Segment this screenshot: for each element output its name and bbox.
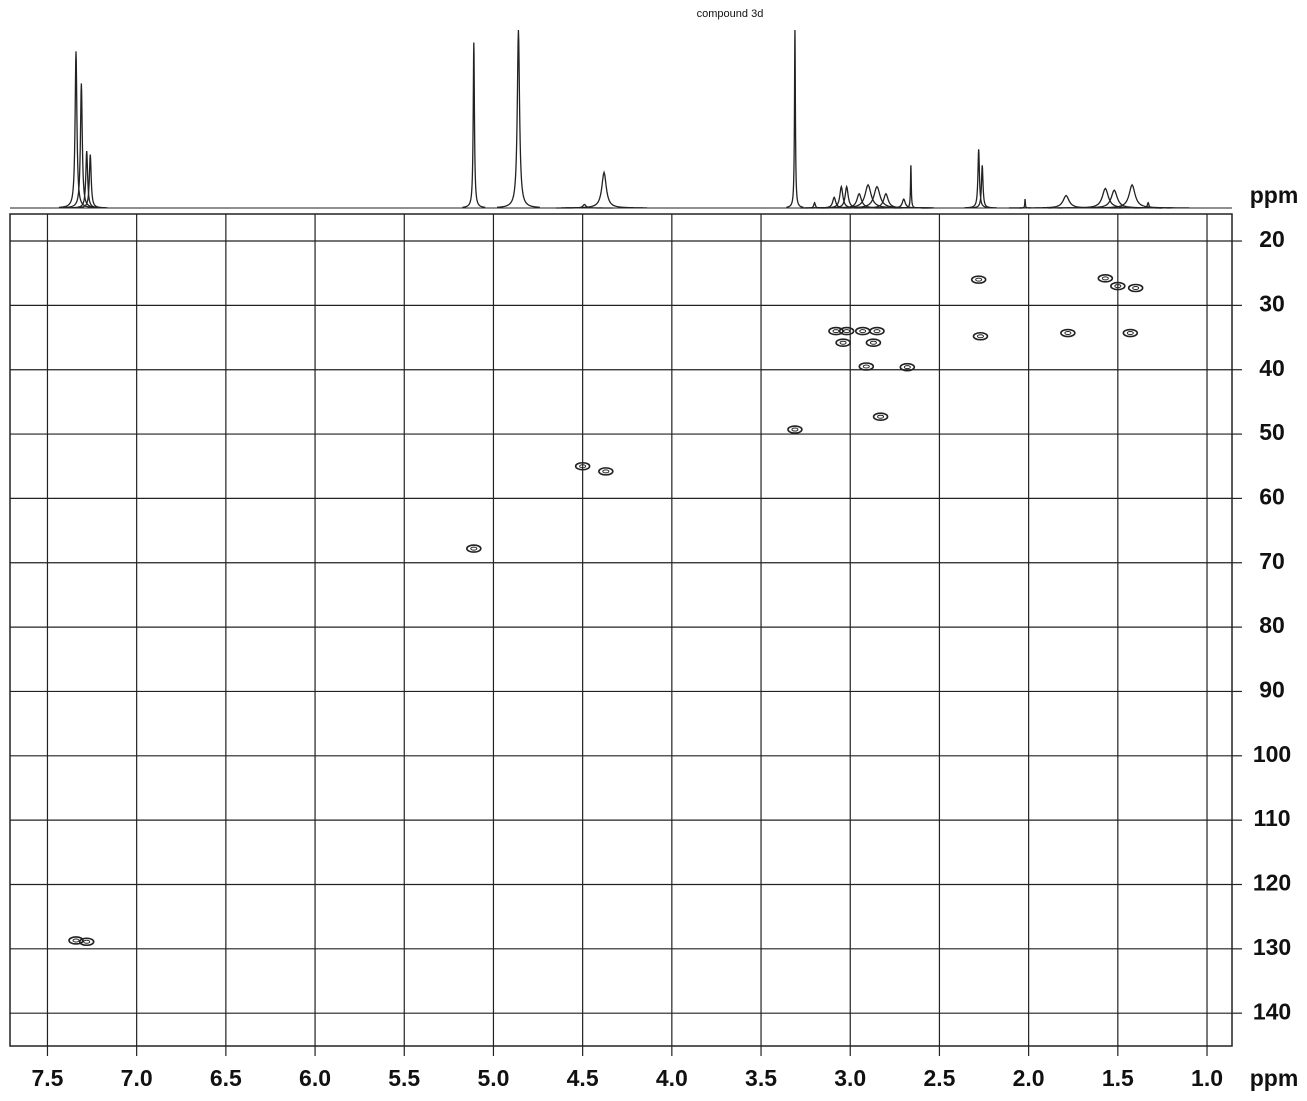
cross-peak-core: [1114, 284, 1122, 289]
cross-peak: [574, 461, 591, 471]
y-tick-label: 70: [1259, 548, 1285, 574]
cross-peak: [1127, 283, 1144, 293]
cross-peak-core: [1132, 285, 1140, 290]
cross-peak: [1110, 281, 1126, 291]
projection-peak: [1019, 198, 1031, 209]
x-tick-label: 3.0: [834, 1065, 866, 1091]
cross-peak: [828, 326, 844, 336]
cross-peak-core: [903, 365, 911, 370]
y-tick-label: 80: [1259, 612, 1285, 638]
cross-peak-core: [83, 939, 91, 944]
x-tick-label: 1.0: [1191, 1065, 1223, 1091]
cross-peak: [872, 412, 889, 421]
y-tick-label: 120: [1253, 870, 1291, 896]
cross-peak-core: [843, 329, 851, 334]
cross-peak: [787, 425, 803, 434]
x-tick-label: 2.5: [923, 1065, 955, 1091]
y-tick-label: 140: [1253, 998, 1291, 1024]
x-tick-label: 2.0: [1013, 1065, 1045, 1091]
x-axis-label: ppm: [1250, 1065, 1299, 1091]
x-tick-label: 7.0: [121, 1065, 153, 1091]
cross-peak: [838, 326, 855, 336]
cross-peak: [1060, 328, 1076, 338]
cross-peak: [972, 331, 989, 341]
cross-peak-core: [975, 277, 983, 282]
cross-peak-core: [869, 340, 877, 345]
y-tick-label: 90: [1259, 677, 1285, 703]
y-tick-label: 60: [1259, 483, 1285, 509]
projection-peak: [561, 170, 647, 209]
cross-peak-core: [602, 469, 610, 474]
cross-peak-core: [791, 427, 799, 432]
cross-peak: [854, 326, 871, 336]
cross-peak-core: [877, 414, 885, 419]
cross-peak-core: [862, 364, 870, 369]
projection-peak: [462, 42, 486, 209]
y-tick-label: 100: [1253, 741, 1291, 767]
cross-peak-core: [873, 329, 881, 334]
cross-peak: [858, 362, 875, 371]
cross-peak: [68, 936, 84, 945]
cross-peak-core: [839, 340, 847, 345]
cross-peak-core: [470, 546, 478, 551]
plot-frame: [9, 213, 1233, 1047]
x-tick-label: 7.5: [31, 1065, 63, 1091]
projection-peak: [1133, 201, 1163, 209]
cross-peak-core: [579, 464, 587, 469]
y-axis-label: ppm: [1250, 182, 1299, 208]
cross-peak: [78, 937, 95, 947]
y-tick-label: 50: [1259, 419, 1285, 445]
projection-peak: [786, 30, 804, 208]
projection-peak: [903, 165, 919, 209]
x-tick-label: 3.5: [745, 1065, 777, 1091]
projection-peak: [875, 198, 933, 209]
projection-peak: [967, 165, 997, 209]
cross-peak: [865, 338, 882, 347]
x-tick-label: 1.5: [1102, 1065, 1134, 1091]
cross-peak-core: [1101, 276, 1109, 281]
cross-peak: [869, 326, 885, 336]
cross-peak: [970, 275, 987, 284]
cross-peak-core: [859, 329, 867, 334]
x-tick-label: 4.0: [656, 1065, 688, 1091]
y-tick-label: 20: [1259, 226, 1285, 252]
y-tick-label: 40: [1259, 355, 1285, 381]
y-tick-label: 110: [1253, 805, 1290, 831]
y-tick-label: 30: [1259, 290, 1285, 316]
cross-peak-core: [832, 329, 840, 334]
cross-peak: [899, 362, 916, 372]
x-tick-label: 6.5: [210, 1065, 242, 1091]
projection-peak: [58, 51, 94, 209]
y-tick-label: 130: [1253, 934, 1291, 960]
projection-peak: [964, 149, 993, 209]
cross-peak: [466, 544, 482, 553]
cross-peak-core: [1126, 331, 1134, 336]
x-tick-label: 5.0: [477, 1065, 509, 1091]
cross-peak: [598, 467, 614, 476]
projection-peak: [496, 30, 540, 208]
cross-peak-core: [976, 334, 984, 339]
cross-peak: [1122, 328, 1139, 338]
projection-peak: [1075, 183, 1190, 209]
cross-peak-core: [1064, 331, 1072, 336]
projection-peak: [64, 83, 99, 209]
projection: [58, 30, 1190, 209]
x-tick-label: 4.5: [567, 1065, 599, 1091]
cross-peak-core: [72, 938, 80, 943]
chart-title: compound 3d: [697, 8, 764, 20]
projection-peak: [73, 154, 108, 209]
x-tick-label: 5.5: [388, 1065, 420, 1091]
x-tick-label: 6.0: [299, 1065, 331, 1091]
cross-peak: [1097, 274, 1114, 283]
cross-peak: [835, 338, 851, 347]
